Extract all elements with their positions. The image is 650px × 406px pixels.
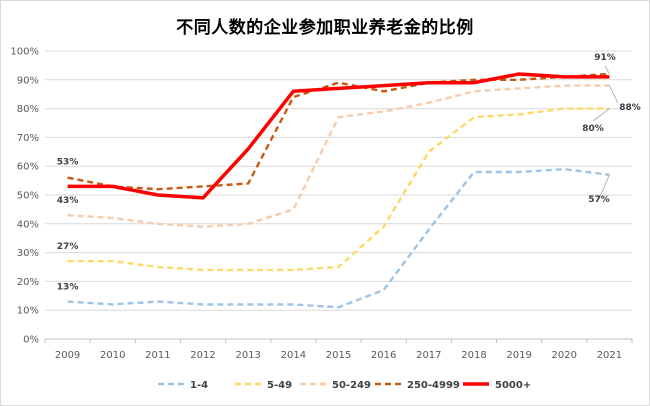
y-tick-label: 100% xyxy=(10,47,39,58)
data-label: 27% xyxy=(57,242,79,252)
legend-label: 50-249 xyxy=(332,380,371,391)
x-tick-label: 2009 xyxy=(55,350,80,361)
y-tick-label: 60% xyxy=(17,162,39,173)
x-tick-label: 2016 xyxy=(371,350,396,361)
y-axis: 0% 10% 20% 30% 40% 50% 60% 70% 80% 90% 100% xyxy=(10,47,39,346)
x-tick-label: 2013 xyxy=(235,350,260,361)
leader-line xyxy=(598,174,610,200)
legend-label: 250-4999 xyxy=(407,380,460,391)
series-lines xyxy=(67,72,610,309)
data-label: 80% xyxy=(582,124,604,134)
series-line-5000+ xyxy=(67,72,610,200)
x-tick-label: 2012 xyxy=(190,350,215,361)
data-label: 88% xyxy=(619,103,641,113)
y-tick-label: 50% xyxy=(17,191,39,202)
x-tick-label: 2014 xyxy=(281,350,306,361)
series-line-1-4 xyxy=(67,167,610,309)
leader-line xyxy=(604,65,610,75)
data-label: 53% xyxy=(57,157,79,167)
y-tick-label: 10% xyxy=(17,306,39,317)
data-labels: 13% 27% 43% 53% 57% 80% 88% 91% xyxy=(57,53,641,293)
x-tick-label: 2019 xyxy=(506,350,531,361)
series-line-50-249 xyxy=(67,84,610,228)
y-tick-label: 30% xyxy=(17,248,39,259)
x-tick-label: 2021 xyxy=(597,350,622,361)
leader-line xyxy=(592,108,610,122)
data-label: 43% xyxy=(57,196,79,206)
x-tick-label: 2018 xyxy=(461,350,486,361)
data-label: 13% xyxy=(57,283,79,293)
x-tick-label: 2020 xyxy=(552,350,577,361)
y-tick-label: 80% xyxy=(17,104,39,115)
y-tick-label: 70% xyxy=(17,133,39,144)
data-label: 57% xyxy=(588,195,610,205)
y-tick-label: 90% xyxy=(17,75,39,86)
legend-label: 1-4 xyxy=(190,380,208,391)
y-tick-label: 40% xyxy=(17,219,39,230)
x-axis: 2009 2010 2011 2012 2013 2014 2015 2016 2017 2018… xyxy=(44,339,633,361)
legend: 1-4 5-49 50-249 250-4999 5000+ xyxy=(158,380,531,391)
gridlines xyxy=(45,50,632,340)
x-tick-label: 2011 xyxy=(145,350,170,361)
x-tick-label: 2015 xyxy=(326,350,351,361)
x-tick-label: 2017 xyxy=(416,350,441,361)
y-tick-label: 20% xyxy=(17,277,39,288)
x-tick-label: 2010 xyxy=(100,350,125,361)
chart-title: 不同人数的企业参加职业养老金的比例 xyxy=(176,18,474,38)
y-tick-label: 0% xyxy=(23,335,39,346)
legend-label: 5000+ xyxy=(495,380,531,391)
series-line-5-49 xyxy=(67,107,610,272)
series-line-250-4999 xyxy=(67,72,610,191)
legend-label: 5-49 xyxy=(267,380,292,391)
leader-line xyxy=(609,85,619,104)
data-label: 91% xyxy=(594,53,616,63)
